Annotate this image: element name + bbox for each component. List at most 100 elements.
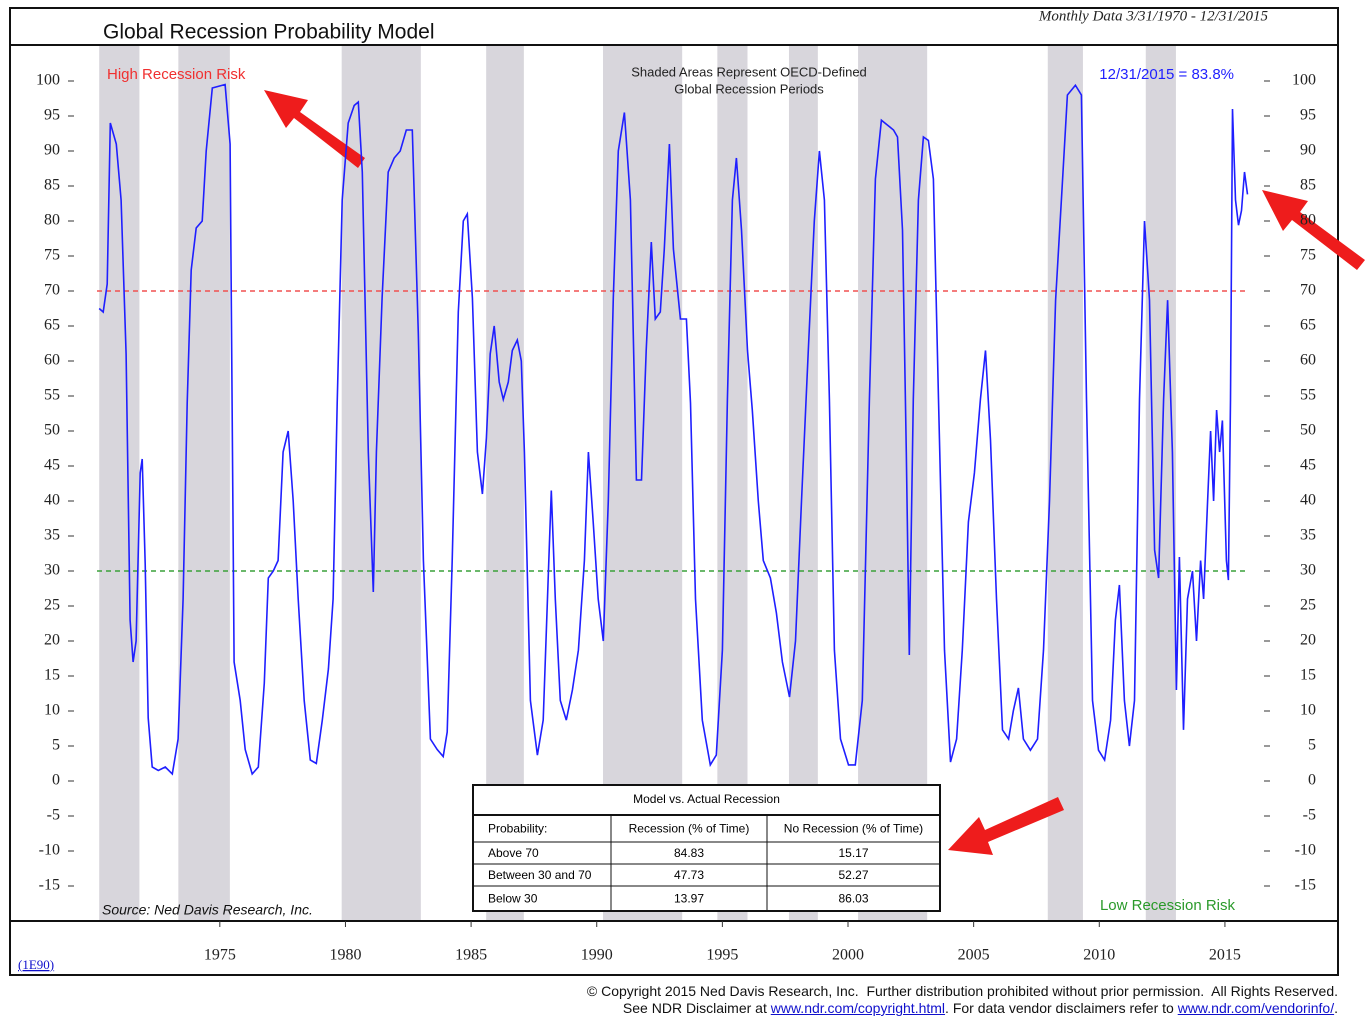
data-line bbox=[98, 83, 1249, 776]
table: Model vs. Actual Recession Probability: Re… bbox=[472, 784, 941, 912]
table-cell: No Recession (% of Time) bbox=[784, 822, 923, 836]
arrow bbox=[264, 90, 365, 168]
shade-layer bbox=[99, 46, 1176, 921]
y-tick-label: 100 bbox=[1292, 72, 1316, 89]
arrow bbox=[1262, 190, 1365, 270]
link[interactable]: www.ndr.com/vendorinfo/ bbox=[1177, 1000, 1335, 1016]
code-link[interactable]: (1E90) bbox=[18, 957, 54, 972]
y-tick-label: 10 bbox=[1300, 702, 1316, 719]
y-tick-label: 0 bbox=[52, 772, 60, 789]
y-tick-label: 35 bbox=[1300, 527, 1316, 544]
link[interactable]: www.ndr.com/copyright.html bbox=[770, 1000, 946, 1016]
recession-shade bbox=[99, 46, 140, 921]
x-tick-label: 2015 bbox=[1209, 947, 1241, 964]
y-tick-label: 30 bbox=[1300, 562, 1316, 579]
low-risk-label: Low Recession Risk bbox=[1100, 897, 1236, 914]
disclaimer: See NDR Disclaimer at www.ndr.com/copyri… bbox=[623, 1000, 1338, 1016]
y-tick-label: -10 bbox=[39, 842, 60, 859]
table-cell: 15.17 bbox=[838, 846, 868, 860]
x-tick-label: 2005 bbox=[958, 947, 990, 964]
frame bbox=[9, 7, 1339, 976]
y-tick-label: 70 bbox=[44, 282, 60, 299]
y-tick-label: 95 bbox=[44, 107, 60, 124]
copyright: © Copyright 2015 Ned Davis Research, Inc… bbox=[586, 983, 1338, 999]
arrow bbox=[948, 797, 1064, 855]
x-tick-label: 1980 bbox=[329, 947, 361, 964]
y-tick-label: 80 bbox=[1300, 212, 1316, 229]
y-tick-label: 70 bbox=[1300, 282, 1316, 299]
y-tick-label: 15 bbox=[1300, 667, 1316, 684]
table-cell: 52.27 bbox=[838, 868, 868, 882]
y-tick-label: 65 bbox=[1300, 317, 1316, 334]
table-title: Model vs. Actual Recession bbox=[633, 792, 780, 806]
table-cell: 84.83 bbox=[674, 846, 704, 860]
recession-shade bbox=[341, 46, 421, 921]
y-tick-label: -5 bbox=[47, 807, 60, 824]
y-tick-label: 5 bbox=[1308, 737, 1316, 754]
table-cell: Probability: bbox=[488, 822, 547, 836]
latest-label: 12/31/2015 = 83.8% bbox=[1099, 66, 1234, 83]
table-cell: 47.73 bbox=[674, 868, 704, 882]
table-box bbox=[472, 784, 941, 912]
y-tick-label: 60 bbox=[1300, 352, 1316, 369]
y-tick-label: 35 bbox=[44, 527, 60, 544]
recession-shade bbox=[788, 46, 818, 921]
y-tick-label: 15 bbox=[44, 667, 60, 684]
text: . For data vendor disclaimers refer to bbox=[945, 1000, 1174, 1016]
x-tick-label: 1990 bbox=[581, 947, 613, 964]
y-tick-label: 95 bbox=[1300, 107, 1316, 124]
y-tick-label: 100 bbox=[36, 72, 60, 89]
y-tick-label: 55 bbox=[1300, 387, 1316, 404]
y-tick-label: 10 bbox=[44, 702, 60, 719]
text: See NDR Disclaimer at bbox=[622, 1000, 767, 1016]
x-tick-label: 1975 bbox=[204, 947, 236, 964]
y-tick-label: 40 bbox=[44, 492, 60, 509]
y-tick-label: 45 bbox=[1300, 457, 1316, 474]
source: Source: Ned Davis Research, Inc. bbox=[102, 902, 313, 918]
subtitle: Monthly Data 3/31/1970 - 12/31/2015 bbox=[1038, 8, 1269, 24]
y-tick-label: 90 bbox=[1300, 142, 1316, 159]
y-tick-label: 40 bbox=[1300, 492, 1316, 509]
y-tick-label: 20 bbox=[1300, 632, 1316, 649]
y-tick-label: 90 bbox=[44, 142, 60, 159]
y-tick-label: 75 bbox=[1300, 247, 1316, 264]
y-tick-label: 55 bbox=[44, 387, 60, 404]
chart-title: Global Recession Probability Model bbox=[103, 21, 435, 44]
recession-shade bbox=[1047, 46, 1083, 921]
table-cell: Between 30 and 70 bbox=[488, 868, 592, 882]
recession-shade bbox=[858, 46, 928, 921]
y-tick-label: 65 bbox=[44, 317, 60, 334]
y-tick-label: 85 bbox=[1300, 177, 1316, 194]
shade-note: Global Recession Periods bbox=[674, 81, 824, 96]
y-tick-label: 45 bbox=[44, 457, 60, 474]
y-tick-label: 25 bbox=[1300, 597, 1316, 614]
table-cell: Above 70 bbox=[488, 846, 539, 860]
x-tick-label: 2010 bbox=[1083, 947, 1115, 964]
table-cell: 13.97 bbox=[674, 892, 704, 906]
y-tick-label: 85 bbox=[44, 177, 60, 194]
y-tick-label: 80 bbox=[44, 212, 60, 229]
y-tick-label: 5 bbox=[52, 737, 60, 754]
y-tick-label: 75 bbox=[44, 247, 60, 264]
y-tick-label: 30 bbox=[44, 562, 60, 579]
shade-note: Shaded Areas Represent OECD-Defined bbox=[631, 64, 867, 79]
text: . bbox=[1334, 1000, 1338, 1016]
y-tick-label: 20 bbox=[44, 632, 60, 649]
recession-shade bbox=[486, 46, 524, 921]
table-cell: Recession (% of Time) bbox=[629, 822, 750, 836]
y-tick-label: 0 bbox=[1308, 772, 1316, 789]
y-tick-label: -15 bbox=[39, 877, 60, 894]
high-risk-label: High Recession Risk bbox=[107, 66, 246, 83]
y-tick-label: -10 bbox=[1295, 842, 1316, 859]
y-tick-label: 50 bbox=[1300, 422, 1316, 439]
x-tick-label: 1985 bbox=[455, 947, 487, 964]
table-cell: 86.03 bbox=[838, 892, 868, 906]
table-cell: Below 30 bbox=[488, 892, 538, 906]
y-tick-label: -15 bbox=[1295, 877, 1316, 894]
y-tick-label: 50 bbox=[44, 422, 60, 439]
y-tick-label: 25 bbox=[44, 597, 60, 614]
y-tick-label: -5 bbox=[1303, 807, 1316, 824]
x-tick-label: 1995 bbox=[706, 947, 738, 964]
